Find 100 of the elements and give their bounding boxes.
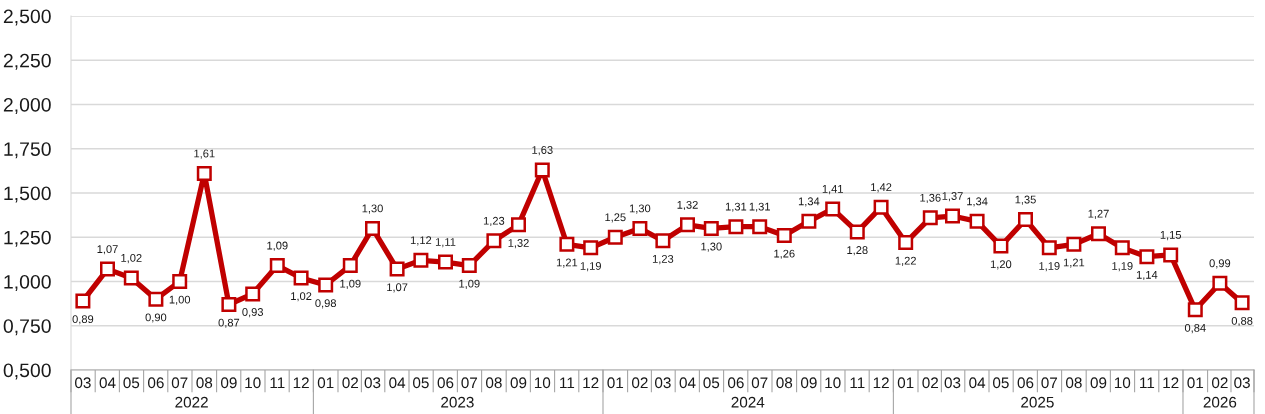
point — [1234, 295, 1250, 311]
x2-tick-label: 2025 — [1021, 396, 1054, 408]
x-tick-label: 09 — [220, 377, 237, 389]
y-tick-label: 1,000 — [4, 274, 51, 292]
x-tick-label: 09 — [510, 377, 527, 389]
data-label: 1,61 — [194, 149, 215, 159]
x-tick-label: 04 — [389, 377, 406, 389]
x-tick-label: 07 — [1041, 377, 1058, 389]
data-label: 1,19 — [1112, 262, 1133, 272]
data-label: 1,22 — [895, 256, 916, 266]
point — [559, 236, 575, 252]
point — [607, 229, 623, 245]
x2-tick-label: 2023 — [441, 396, 474, 408]
point — [703, 220, 719, 236]
x-tick-label: 08 — [196, 377, 213, 389]
x-tick-label: 10 — [245, 377, 261, 389]
data-label: 1,23 — [652, 254, 674, 265]
point — [922, 210, 938, 226]
data-label: 1,26 — [774, 249, 795, 259]
x-tick-label: 06 — [437, 377, 454, 389]
point — [438, 254, 453, 270]
data-label: 1,32 — [508, 239, 529, 249]
point — [221, 297, 237, 313]
x-tick-label: 08 — [776, 377, 793, 389]
x2-tick-label: 2022 — [175, 396, 208, 408]
point — [873, 199, 889, 215]
x2-tick-label: 2026 — [1203, 396, 1237, 408]
y-tick-label: 0,750 — [3, 319, 51, 336]
data-label: 1,32 — [677, 200, 698, 211]
point — [75, 293, 91, 309]
data-label: 1,09 — [267, 241, 288, 251]
data-label: 1,09 — [340, 279, 361, 289]
point — [1041, 240, 1057, 256]
y-tick-label: 1,500 — [4, 186, 51, 203]
x-tick-label: 03 — [944, 377, 961, 389]
data-label: 1,07 — [97, 245, 118, 255]
x-tick-label: 02 — [1211, 377, 1228, 389]
data-label: 1,41 — [822, 185, 843, 195]
data-label: 1,21 — [1063, 258, 1085, 268]
x-tick-label: 03 — [1234, 377, 1250, 389]
point — [172, 274, 188, 289]
y-tick-label: 1,750 — [4, 142, 51, 159]
point — [486, 233, 502, 249]
data-label: 1,11 — [435, 238, 456, 248]
point — [100, 261, 115, 277]
point — [1066, 236, 1082, 252]
y-tick-label: 1,250 — [4, 230, 51, 247]
point — [269, 258, 285, 274]
data-label: 1,09 — [459, 279, 480, 289]
point — [342, 258, 358, 274]
x-tick-label: 11 — [1140, 377, 1155, 389]
x-tick-label: 01 — [607, 377, 624, 389]
data-label: 1,19 — [1039, 262, 1060, 272]
x-tick-label: 11 — [560, 377, 575, 389]
x-tick-label: 09 — [800, 377, 817, 389]
point — [123, 270, 139, 286]
point — [318, 277, 334, 293]
point — [993, 238, 1009, 254]
x-tick-label: 12 — [583, 377, 599, 389]
data-label: 1,27 — [1088, 209, 1109, 219]
x-tick-label: 03 — [364, 377, 381, 389]
data-label: 1,42 — [871, 183, 892, 193]
data-label: 1,30 — [701, 242, 722, 252]
x-tick-label: 01 — [1187, 377, 1204, 389]
point — [1114, 240, 1130, 256]
point — [945, 208, 960, 224]
point — [148, 291, 164, 307]
data-label: 1,28 — [847, 246, 868, 256]
x-tick-label: 10 — [825, 377, 841, 389]
data-label: 1,00 — [169, 295, 191, 305]
data-label: 0,87 — [218, 318, 240, 328]
point — [752, 219, 768, 235]
x-tick-label: 01 — [317, 377, 334, 389]
x-tick-label: 08 — [486, 377, 502, 389]
data-label: 0,90 — [145, 313, 167, 323]
x-tick-label: 03 — [75, 377, 91, 389]
x-tick-label: 04 — [679, 377, 696, 389]
data-label: 1,35 — [1015, 195, 1036, 205]
point — [849, 224, 865, 240]
data-label: 1,02 — [291, 292, 312, 302]
x-tick-label: 04 — [99, 377, 116, 389]
point — [461, 258, 477, 274]
x-tick-label: 12 — [1163, 377, 1179, 389]
x-tick-label: 05 — [413, 377, 429, 389]
data-label: 1,07 — [387, 283, 408, 293]
point — [1212, 275, 1228, 291]
x-tick-label: 02 — [922, 377, 939, 389]
point — [1139, 249, 1155, 265]
data-label: 0,88 — [1231, 316, 1253, 327]
x-tick-label: 07 — [461, 377, 478, 389]
data-label: 1,23 — [483, 216, 505, 227]
x-tick-label: 05 — [703, 377, 720, 389]
data-label: 1,30 — [629, 204, 651, 214]
data-label: 1,36 — [920, 193, 941, 204]
point — [1090, 226, 1106, 242]
data-label: 1,31 — [749, 202, 770, 212]
x-tick-label: 10 — [1114, 377, 1131, 389]
data-label: 1,30 — [362, 204, 383, 214]
x-tick-label: 12 — [293, 377, 309, 389]
point — [801, 213, 817, 229]
